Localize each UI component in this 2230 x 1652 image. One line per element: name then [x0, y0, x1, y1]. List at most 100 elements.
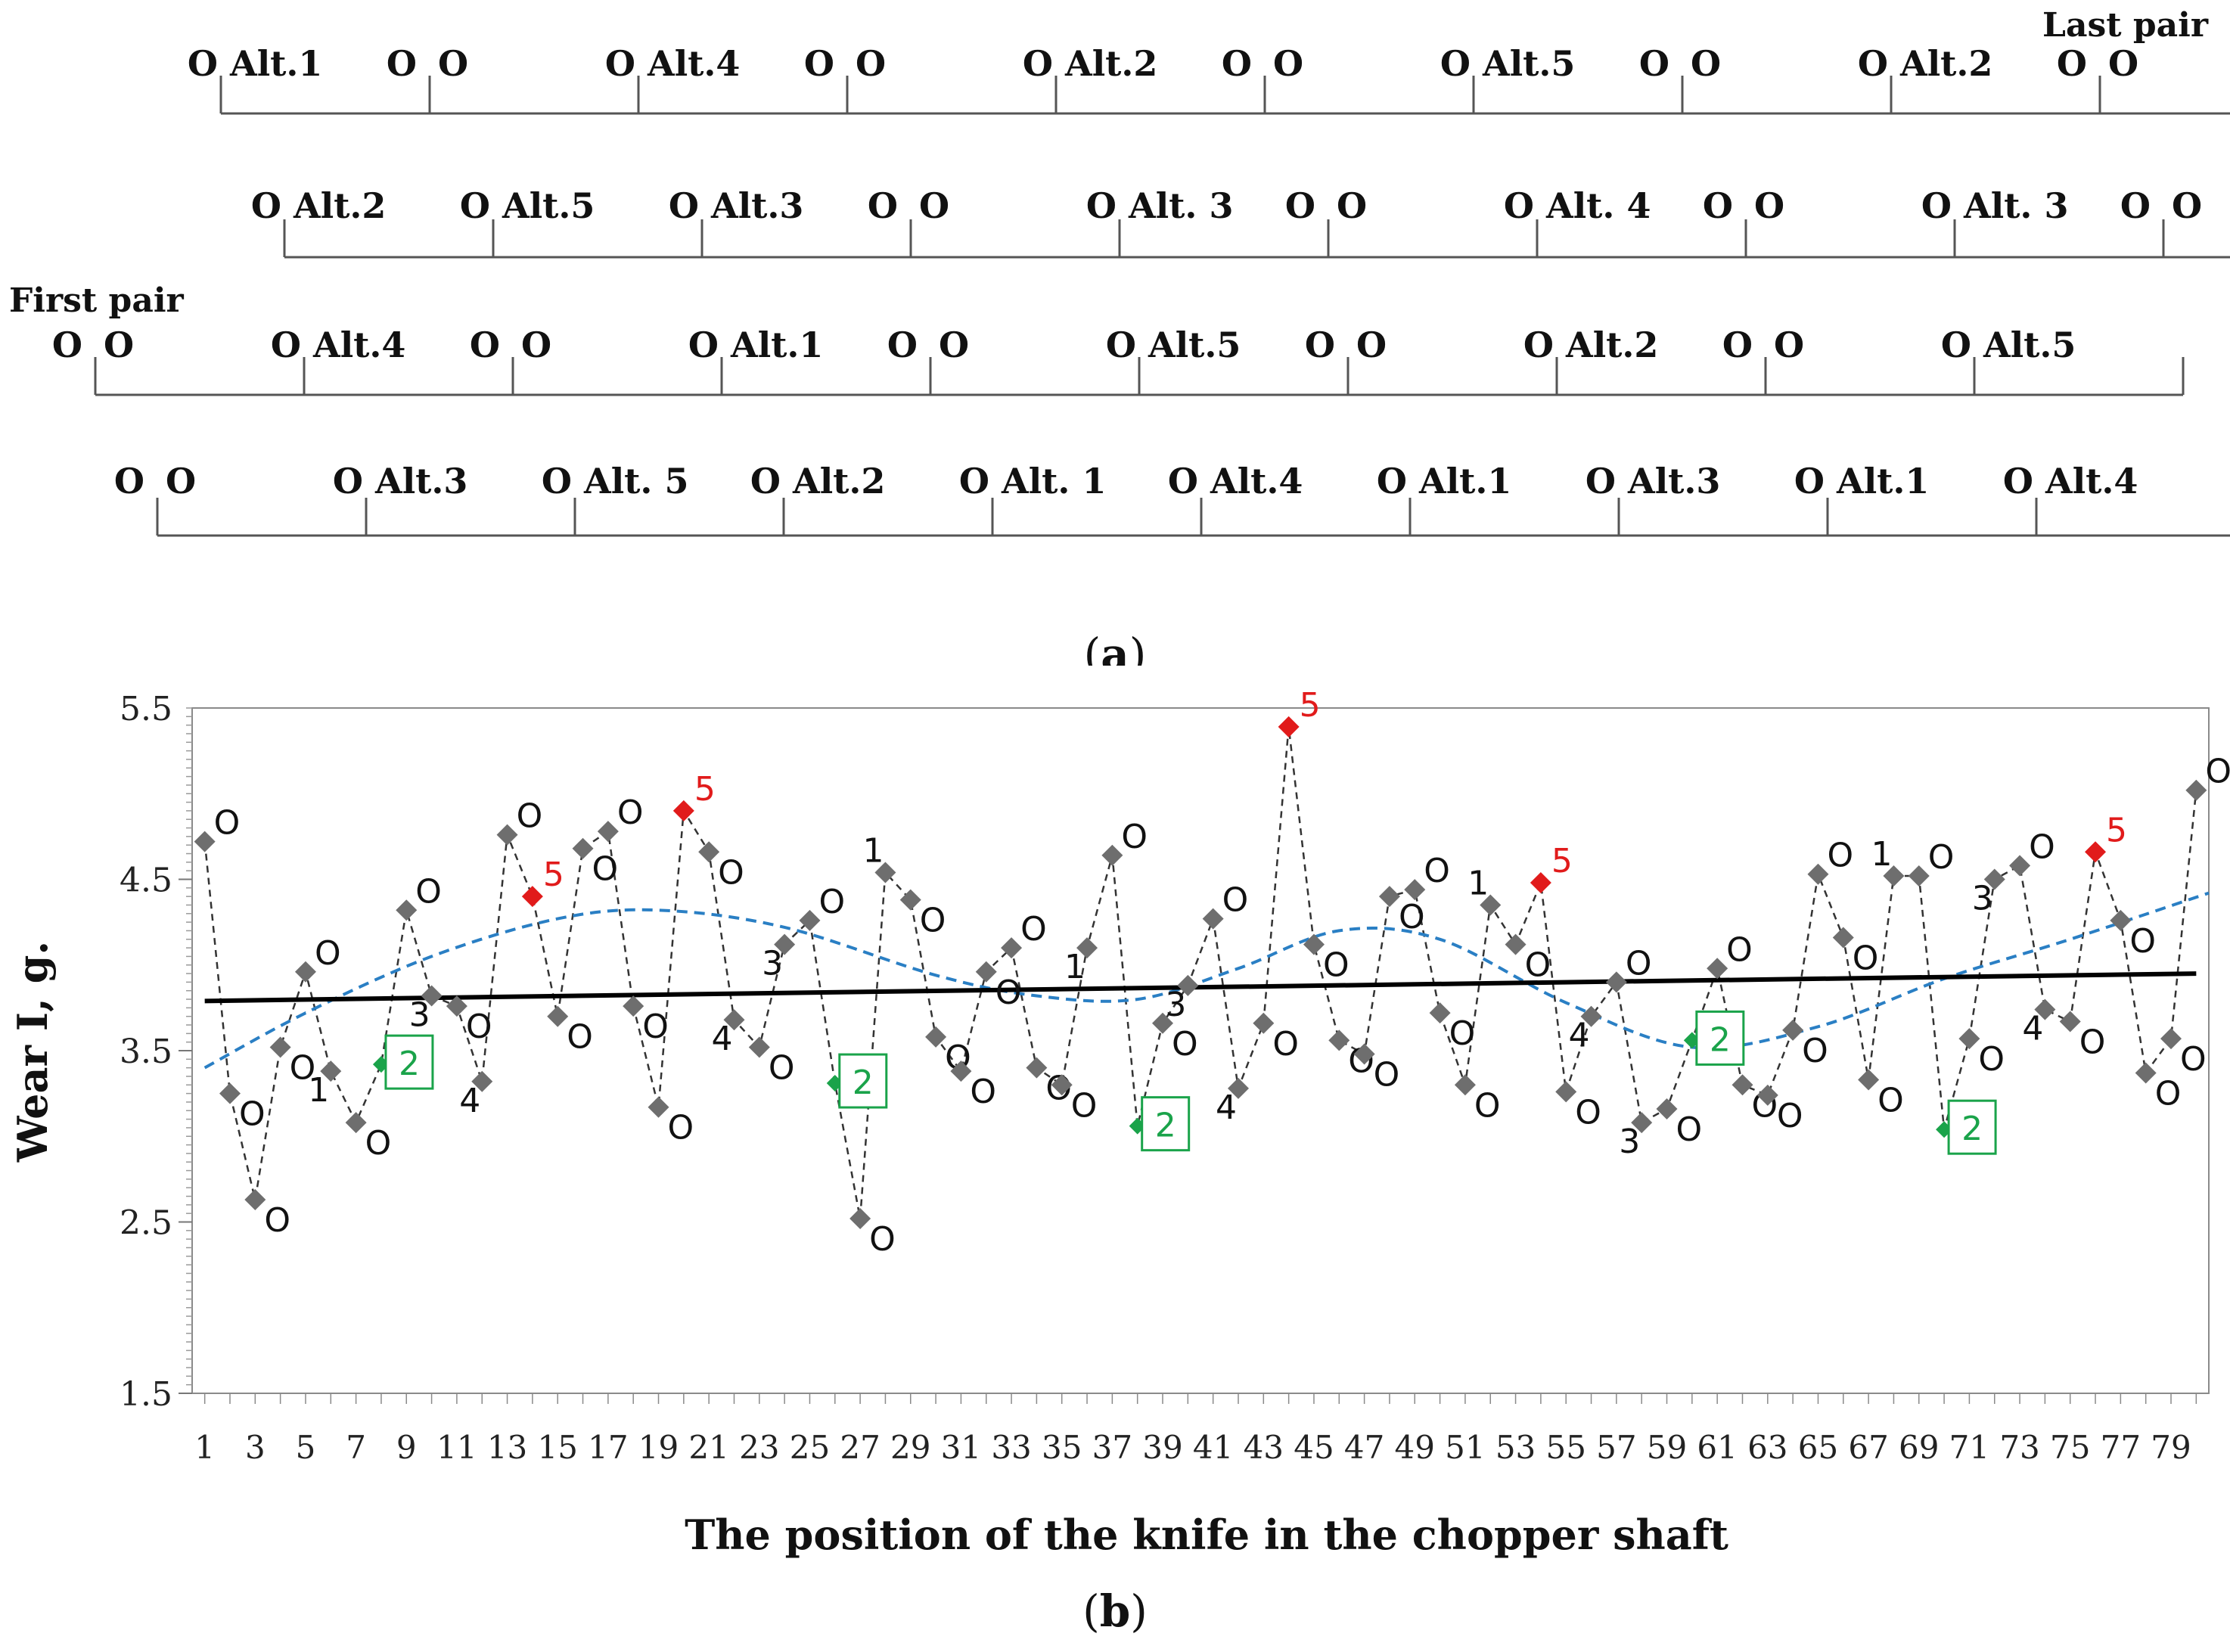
data-point — [1732, 1074, 1753, 1096]
y-tick-label: 4.5 — [120, 862, 172, 900]
row-4-alt-label: Alt.4 — [2045, 461, 2138, 502]
point-label: O — [1222, 881, 1249, 920]
linear-trend-line — [204, 971, 2197, 1004]
point-label: O — [970, 1073, 996, 1111]
point-label: O — [1676, 1110, 1703, 1149]
data-point — [1202, 908, 1224, 930]
point-label: O — [365, 1124, 392, 1163]
row-2-o-label: O — [251, 185, 281, 226]
x-tick-label: 55 — [1545, 1429, 1586, 1466]
point-label: O — [2079, 1023, 2106, 1061]
x-tick-label: 79 — [2151, 1429, 2191, 1466]
data-point — [1353, 1043, 1375, 1065]
x-tick-label: 27 — [840, 1429, 880, 1466]
point-label: 3 — [1165, 986, 1186, 1024]
row-3-o-label: O — [1523, 324, 1554, 365]
row-3-o-label: O — [1106, 324, 1136, 365]
data-point — [1756, 1084, 1778, 1106]
point-label: O — [2205, 753, 2230, 791]
row-1-pair-label: O O — [1222, 43, 1308, 84]
point-label: O — [1424, 852, 1450, 890]
row-4-o-label: O — [542, 461, 572, 502]
data-point — [1328, 1029, 1350, 1051]
row-1-o-label: O — [1440, 43, 1471, 84]
row-2-alt-label: Alt.3 — [710, 185, 803, 226]
data-point — [345, 1112, 367, 1134]
point-label: O — [1928, 838, 1955, 877]
data-point — [1227, 1077, 1249, 1099]
row-3-alt-label: Alt.2 — [1565, 324, 1658, 365]
point-label: O — [1374, 1056, 1400, 1095]
point-label-alt2: 2 — [1961, 1110, 1983, 1148]
row-1-alt-label: Alt.4 — [647, 43, 740, 84]
data-point — [1505, 933, 1527, 955]
point-label: O — [315, 934, 341, 973]
data-point — [874, 862, 896, 883]
point-label: O — [2129, 922, 2156, 961]
row-1-pair-label: O O — [804, 43, 890, 84]
x-tick-label: 73 — [1999, 1429, 2039, 1466]
data-point — [723, 1009, 745, 1031]
point-label: 5 — [1551, 842, 1573, 880]
point-label: O — [1121, 818, 1148, 856]
point-label: 4 — [2022, 1010, 2043, 1048]
data-point — [748, 1036, 770, 1058]
x-tick-label: 15 — [537, 1429, 577, 1466]
row-3-pair-label: O O — [470, 324, 556, 365]
row-3-alt-label: Alt.1 — [730, 324, 823, 365]
data-point — [1782, 1019, 1804, 1041]
point-label: 4 — [711, 1020, 732, 1058]
panel-b-caption-letter: b — [1100, 1585, 1131, 1637]
row-4-alt-label: Alt.3 — [374, 461, 467, 502]
polynomial-trend-curve — [203, 891, 2210, 1070]
x-tick-label: 43 — [1244, 1429, 1284, 1466]
data-point — [421, 985, 443, 1007]
point-label: 1 — [1871, 835, 1892, 874]
data-point — [1378, 886, 1400, 908]
x-tick-label: 77 — [2101, 1429, 2141, 1466]
row-1-pair-label: O O — [2057, 43, 2143, 84]
x-tick-label: 17 — [588, 1429, 628, 1466]
plot-frame — [191, 707, 2210, 1394]
data-point — [1454, 1074, 1476, 1096]
alt2-label-box — [1695, 1010, 1745, 1066]
point-label: 4 — [1216, 1088, 1237, 1127]
row-4-o-label: O — [2003, 461, 2033, 502]
row-4-o-label: O — [333, 461, 363, 502]
point-label: O — [1323, 946, 1349, 985]
data-point — [1480, 894, 1502, 916]
row-4-o-label: O — [959, 461, 989, 502]
x-tick-label: 1 — [194, 1429, 215, 1466]
row-1-alt-label: Alt.2 — [1064, 43, 1157, 84]
row-4-o-label: O — [1168, 461, 1198, 502]
point-label: O — [995, 974, 1022, 1012]
point-label: O — [2029, 828, 2055, 866]
x-tick-label: 33 — [991, 1429, 1031, 1466]
row-4-o-label: O — [1377, 461, 1407, 502]
panel-a-caption: (a) — [1084, 629, 1147, 666]
row-2-pair-label: O O — [1285, 185, 1371, 226]
data-point — [1555, 1081, 1577, 1103]
point-label: 5 — [543, 856, 564, 894]
data-point — [698, 841, 720, 863]
panel-b-caption-open: ( — [1082, 1585, 1100, 1637]
x-tick-label: 39 — [1142, 1429, 1182, 1466]
x-tick-label: 47 — [1344, 1429, 1384, 1466]
row-4-alt-label: Alt.3 — [1627, 461, 1720, 502]
last-pair-label: Last pair — [2042, 6, 2209, 45]
x-tick-label: 13 — [487, 1429, 527, 1466]
x-tick-label: 19 — [638, 1429, 679, 1466]
x-tick-label: 69 — [1899, 1429, 1939, 1466]
x-tick-label: 21 — [688, 1429, 728, 1466]
panel-b-caption-close: ) — [1130, 1585, 1148, 1637]
point-label: O — [818, 883, 845, 921]
point-label: 1 — [308, 1071, 329, 1110]
data-point — [1001, 937, 1023, 959]
point-label: O — [1172, 1025, 1198, 1064]
point-label-alt2: 2 — [399, 1045, 420, 1083]
row-1-alt-label: Alt.2 — [1899, 43, 1992, 84]
point-label: O — [592, 850, 619, 889]
data-point — [597, 821, 619, 843]
data-point — [219, 1082, 241, 1104]
